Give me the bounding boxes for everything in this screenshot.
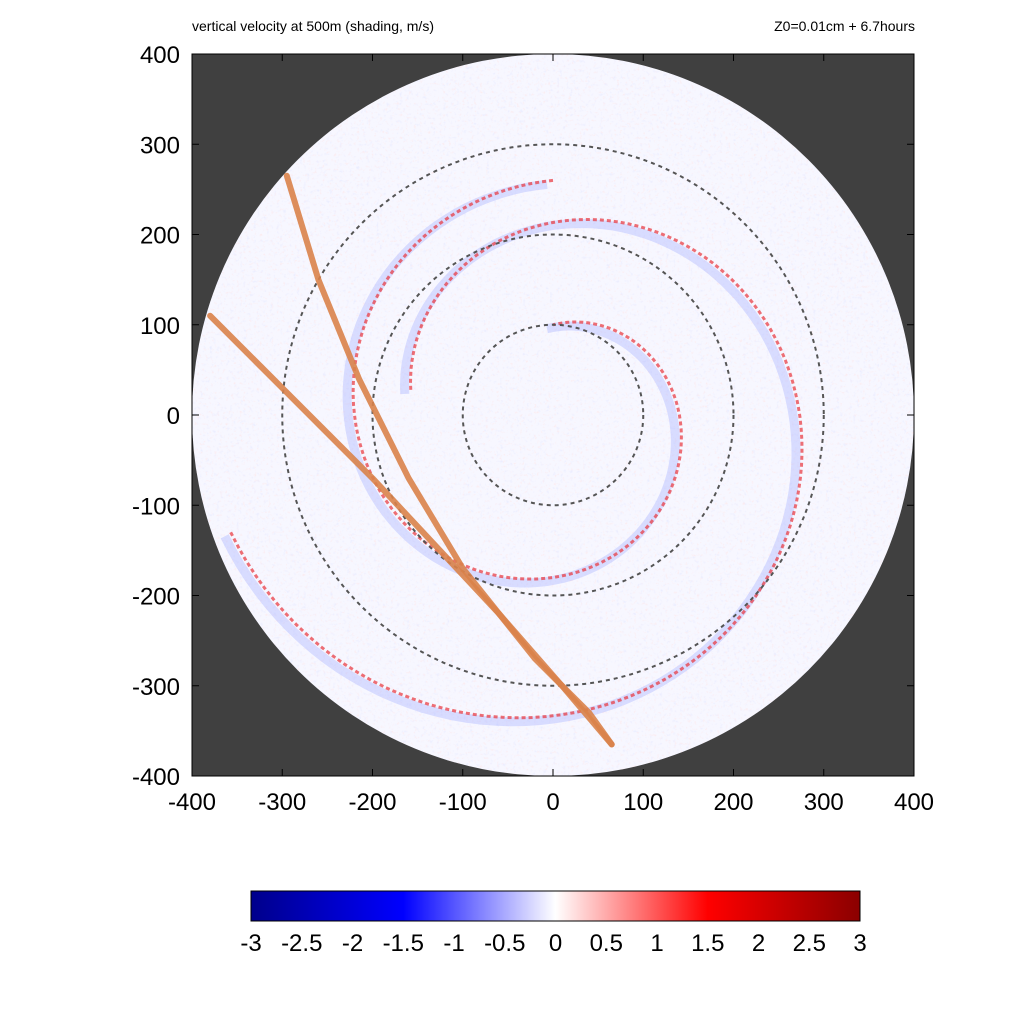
chart-title: vertical velocity at 500m (shading, m/s) <box>192 18 434 34</box>
chart-subtitle: Z0=0.01cm + 6.7hours <box>774 18 915 34</box>
x-tick-label: -300 <box>258 789 306 816</box>
downdraft-band <box>342 179 680 588</box>
colorbar-tick-label: 0 <box>549 930 562 957</box>
colorbar-tick-label: 2.5 <box>793 930 826 957</box>
y-tick-label: 0 <box>167 403 180 430</box>
colorbar-tick-label: 1 <box>650 930 663 957</box>
x-tick-label: 400 <box>894 789 934 816</box>
colorbar-tick-label: -1.5 <box>383 930 424 957</box>
y-tick-label: 400 <box>140 42 180 69</box>
y-tick-label: -100 <box>132 493 180 520</box>
updraft-band <box>229 217 804 720</box>
colorbar-tick-label: 2 <box>752 930 765 957</box>
colorbar-tick-label: -1 <box>443 930 464 957</box>
velocity-shading-texture <box>192 54 914 776</box>
colorbar-tick-label: 3 <box>853 930 866 957</box>
colorbar-tick-label: 0.5 <box>590 930 623 957</box>
range-circle <box>461 323 645 507</box>
y-tick-label: -200 <box>132 584 180 611</box>
colorbar-tick-label: -0.5 <box>484 930 525 957</box>
x-tick-label: -100 <box>439 789 487 816</box>
colorbar-tick-label: -2.5 <box>281 930 322 957</box>
colorbar-tick-label: 1.5 <box>691 930 724 957</box>
x-tick-label: -200 <box>348 789 396 816</box>
y-tick-label: 200 <box>140 223 180 250</box>
colorbar <box>250 890 861 922</box>
x-tick-label: 100 <box>623 789 663 816</box>
range-circle <box>281 143 825 687</box>
colorbar-tick-label: -2 <box>342 930 363 957</box>
colorbar-tick-label: -3 <box>240 930 261 957</box>
x-tick-label: 200 <box>713 789 753 816</box>
range-circle <box>371 233 735 597</box>
y-tick-label: 300 <box>140 132 180 159</box>
y-tick-label: 100 <box>140 313 180 340</box>
updraft-band <box>351 178 683 581</box>
y-tick-label: -300 <box>132 674 180 701</box>
storm-track <box>283 172 615 748</box>
y-tick-label: -400 <box>132 764 180 791</box>
x-tick-label: 300 <box>804 789 844 816</box>
x-tick-label: 0 <box>546 789 559 816</box>
x-tick-label: -400 <box>168 789 216 816</box>
